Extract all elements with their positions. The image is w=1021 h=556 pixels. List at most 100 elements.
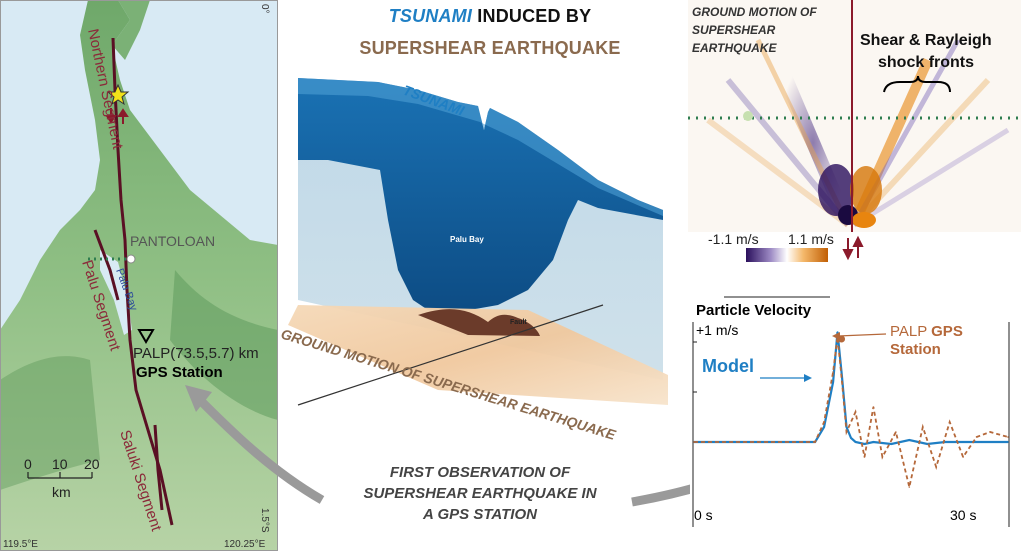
scale-tick-0: 0	[24, 456, 32, 472]
model-point-11	[890, 443, 893, 445]
model-point-14	[944, 441, 946, 443]
palp-point-13	[921, 426, 924, 428]
fault-bump	[418, 309, 540, 336]
palp-point-17	[975, 436, 978, 438]
palp-point-8	[863, 456, 866, 458]
palp-point-18	[989, 431, 991, 433]
lon-label-left: 119.5°E	[3, 539, 38, 550]
pantoloan-label: PANTOLOAN	[130, 233, 215, 249]
relief-ridge	[170, 270, 278, 420]
model-series-line	[694, 331, 1008, 446]
colorbar-min-label: -1.1 m/s	[708, 231, 759, 247]
model-point-4	[836, 331, 839, 333]
fault-label: Fault	[510, 319, 527, 326]
palp-point-6	[845, 431, 848, 433]
scale-bar: 0 10 20 km	[24, 456, 100, 500]
main-title-line2: SUPERSHEAR EARTHQUAKE	[359, 38, 621, 58]
palp-point-9	[872, 406, 875, 408]
tsunami-top-band	[298, 78, 663, 216]
model-point-10	[872, 441, 875, 443]
colorbar	[746, 248, 828, 262]
model-point-13	[926, 443, 929, 445]
gps-station-triangle-icon	[137, 329, 155, 344]
palp-point-15	[948, 421, 951, 423]
model-point-16	[980, 441, 982, 443]
palp-point-11	[895, 431, 897, 433]
arrow-to-gps-station	[196, 396, 325, 504]
title-induced-by: INDUCED BY	[472, 6, 592, 26]
palp-gps-series-line	[694, 336, 1009, 488]
model-point-12	[908, 439, 911, 441]
legend-palp-prefix: PALP	[890, 323, 931, 340]
legend-palp-station: Station	[890, 341, 941, 358]
pantoloan-station-dot	[126, 254, 136, 264]
scale-tick-20: 20	[84, 456, 100, 472]
model-point-17	[1007, 441, 1009, 443]
palp-point-5	[841, 381, 843, 383]
gps-station-label: GPS Station	[136, 364, 223, 381]
ground-motion-title-line3: EARTHQUAKE	[692, 41, 777, 55]
model-point-3	[832, 381, 834, 383]
legend-palp-pointer	[837, 333, 887, 337]
fault-trace-line	[297, 304, 604, 406]
palp-point-12	[908, 486, 911, 488]
tsunami-illustration: TSUNAMI Palu Bay Fault GROUND MOTION OF …	[268, 60, 668, 443]
main-title-line1: TSUNAMI INDUCED BY	[300, 6, 680, 27]
station-marker-dot	[743, 111, 753, 121]
palp-point-7	[854, 411, 857, 413]
relief-ridge-west	[0, 356, 100, 490]
chart-x-tick-30: 30 s	[950, 507, 976, 523]
ground-motion-title-line2: SUPERSHEAR	[692, 23, 776, 37]
slip-arrow-up-icon	[117, 108, 129, 124]
model-point-2	[823, 426, 825, 428]
title-tsunami-word: TSUNAMI	[388, 6, 473, 26]
velocity-chart-svg: Particle Velocity +1 m/s 0 s 30 s Model …	[690, 292, 1015, 527]
velocity-chart: Particle Velocity +1 m/s 0 s 30 s Model …	[690, 292, 1015, 527]
palp-point-14	[935, 466, 938, 468]
shock-fronts-label-line2: shock fronts	[878, 54, 974, 71]
tsunami-illustration-svg: TSUNAMI Palu Bay Fault GROUND MOTION OF …	[279, 78, 668, 443]
first-observation-line1: FIRST OBSERVATION OF	[389, 464, 571, 481]
slip-arrow-down-icon	[105, 108, 117, 124]
model-point-7	[850, 437, 852, 439]
series-layer	[693, 331, 1009, 488]
model-point-8	[854, 441, 857, 443]
northern-landmass	[112, 0, 150, 60]
gm-slip-arrow-down-icon	[842, 238, 854, 261]
lat-label-top: 0°	[259, 4, 270, 14]
chart-title: Particle Velocity	[696, 302, 812, 319]
gm-slip-arrow-up-icon	[852, 235, 864, 258]
ground-motion-panel: GROUND MOTION OF SUPERSHEAR EARTHQUAKE S…	[688, 0, 1021, 268]
palu-bay-3d-label: Palu Bay	[450, 235, 484, 244]
first-observation-line2: SUPERSHEAR EARTHQUAKE IN	[363, 485, 597, 502]
epicenter-star-icon	[106, 83, 130, 106]
palp-coordinates-label: PALP(73.5,5.7) km	[133, 345, 259, 362]
palu-fault-line	[93, 229, 120, 301]
scale-unit: km	[52, 484, 71, 500]
tsunami-water-body	[298, 78, 663, 312]
palp-point-1	[814, 441, 816, 443]
model-point-9	[863, 443, 866, 445]
palp-point-10	[881, 456, 884, 458]
chart-x-tick-0: 0 s	[694, 507, 713, 523]
scale-tick-10: 10	[52, 456, 68, 472]
first-observation-text: FIRST OBSERVATION OF SUPERSHEAR EARTHQUA…	[330, 462, 630, 525]
model-point-15	[962, 441, 964, 443]
ground-motion-svg: GROUND MOTION OF SUPERSHEAR EARTHQUAKE S…	[688, 0, 1021, 262]
legend-palp-gps: GPS	[931, 323, 963, 340]
arrow-head-gps	[185, 385, 212, 412]
legend-model-label: Model	[702, 356, 754, 376]
colorbar-max-label: 1.1 m/s	[788, 231, 834, 247]
palp-point-19	[1007, 436, 1009, 438]
northern-fault-line	[111, 37, 174, 526]
ground-motion-title-line1: GROUND MOTION OF	[692, 5, 817, 19]
lon-label-right: 120.25°E	[224, 539, 266, 550]
chart-y-tick-label: +1 m/s	[696, 322, 738, 338]
legend-model-arrowhead-icon	[804, 374, 812, 382]
legend-palp-line1: PALP GPS	[890, 323, 963, 340]
legend-palp-arrowhead-icon	[832, 332, 840, 340]
palp-point-3	[832, 371, 834, 373]
shock-front-brace	[883, 75, 951, 93]
ground-surface	[288, 305, 668, 405]
lat-label-bottom: 1.5°S	[259, 508, 270, 533]
